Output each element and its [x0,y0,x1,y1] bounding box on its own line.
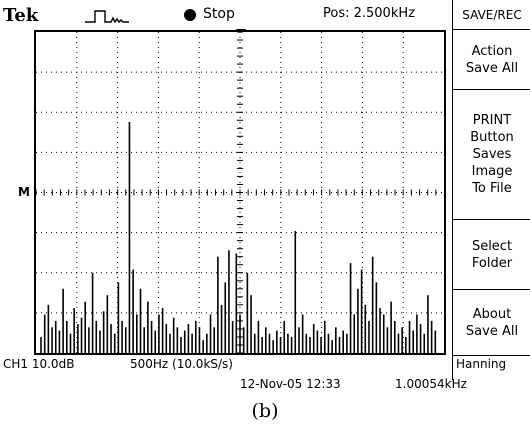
position-readout: Pos: 2.500kHz [323,6,415,21]
frequency-readout: 1.00054kHz [395,377,467,391]
graticule [36,32,444,353]
channel-readout: CH1 10.0dB [3,357,75,371]
stop-indicator-icon [184,9,196,21]
window-type-readout: Hanning [456,357,507,371]
select-folder-button[interactable]: Select Folder [453,220,530,290]
about-save-all-button[interactable]: About Save All [453,290,530,356]
menu-title: SAVE/REC [453,0,530,30]
print-button-option[interactable]: PRINT Button Saves Image To File [453,90,530,220]
action-save-all-button[interactable]: Action Save All [453,30,530,90]
side-menu: SAVE/REC Action Save All PRINT Button Sa… [452,0,530,380]
status-header: Tek Stop Pos: 2.500kHz [0,0,452,30]
brand-logo: Tek [3,5,39,26]
run-state-label: Stop [203,6,235,22]
figure-caption: (b) [251,400,279,422]
waveform-display [34,30,446,355]
status-bar: CH1 10.0dB 500Hz (10.0kS/s) [0,357,452,375]
trigger-waveform-icon [85,10,129,24]
datetime-readout: 12-Nov-05 12:33 [240,377,341,391]
reference-marker: M [18,185,30,199]
timebase-readout: 500Hz (10.0kS/s) [130,357,233,371]
